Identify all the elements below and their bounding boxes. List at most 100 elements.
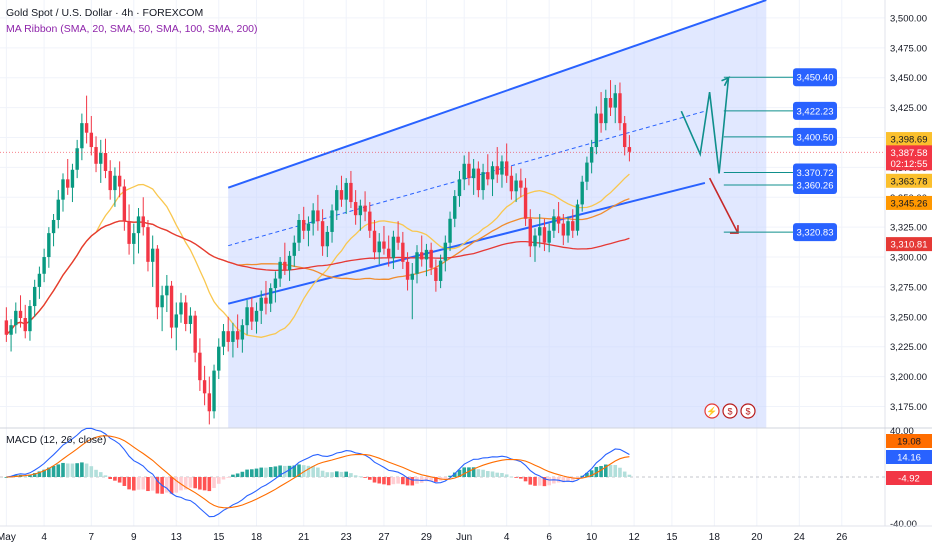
candle-body [122, 186, 127, 222]
candle-body [386, 248, 391, 259]
macd-histogram-bar [396, 477, 400, 484]
candle-body [547, 230, 551, 243]
candle-body [528, 218, 532, 247]
candle-body [476, 168, 481, 191]
candle-body [486, 172, 490, 180]
price-badge-value: 3,345.26 [891, 198, 928, 209]
candle-body [415, 252, 419, 274]
macd-histogram-bar [117, 477, 122, 483]
macd-histogram-bar [471, 467, 476, 477]
macd-histogram-bar [75, 463, 79, 477]
target-value: 3,450.40 [797, 73, 834, 84]
price-badge-bg [886, 173, 932, 188]
us-flag-icon-glyph: $ [727, 407, 732, 417]
macd-histogram-bar [84, 463, 89, 477]
candle-body [23, 318, 27, 332]
macd-legend: MACD (12, 26, close) [6, 434, 107, 446]
price-badge-value: 3,398.69 [891, 135, 928, 146]
macd-histogram-bar [103, 475, 108, 477]
macd-histogram-bar [457, 469, 462, 477]
macd-histogram-bar [165, 477, 169, 493]
candle-body [353, 202, 358, 216]
candle-body [221, 331, 226, 347]
bearish-arrowhead [729, 225, 739, 234]
macd-histogram-bar [127, 477, 131, 490]
price-tick-label: 3,300.00 [890, 253, 927, 264]
candle-body [495, 166, 499, 175]
macd-histogram-bar [169, 477, 174, 494]
price-tick-label: 3,500.00 [890, 13, 927, 24]
macd-badge-value: -4.92 [898, 474, 920, 485]
macd-histogram-bar [56, 464, 61, 477]
price-target-label: 3,400.50 [723, 127, 837, 146]
price-tick-label: 3,250.00 [890, 312, 927, 323]
us-flag-icon-ring [740, 403, 756, 419]
macd-histogram-bar [273, 466, 278, 477]
macd-histogram-bar [377, 477, 382, 484]
price-tick-label: 3,325.00 [890, 223, 927, 234]
lightning-icon: ⚡ [704, 403, 720, 419]
candle-body [32, 286, 37, 307]
candle-body [344, 182, 348, 200]
candle-body [165, 285, 169, 296]
price-badge-value: 3,363.78 [891, 176, 928, 187]
macd-histogram-bar [61, 462, 65, 477]
candle-body [240, 325, 245, 340]
macd-histogram-bar [533, 477, 537, 486]
candle-body [184, 302, 188, 324]
candle-body [42, 257, 46, 274]
macd-histogram-bar [212, 477, 216, 489]
macd-histogram-bar [570, 477, 575, 481]
candle-body [250, 307, 254, 322]
macd-histogram-bar [141, 477, 146, 490]
projection-path [680, 77, 730, 174]
macd-badge-value: 19.08 [897, 437, 921, 448]
macd-histogram-bar [37, 471, 42, 477]
target-value: 3,400.50 [797, 132, 834, 143]
candle-body [169, 285, 174, 328]
candle-body [47, 233, 51, 258]
macd-histogram-bar [528, 477, 533, 485]
candle-body [61, 179, 65, 200]
candle-body [212, 370, 216, 412]
candle-body [509, 175, 514, 192]
macd-histogram-bar [174, 477, 179, 493]
candle-body [462, 163, 466, 180]
macd-histogram-bar [80, 462, 84, 477]
macd-histogram-bar [207, 477, 212, 492]
macd-histogram-bar [434, 477, 438, 482]
candle-body [377, 241, 381, 253]
candle-body [424, 249, 429, 260]
macd-histogram-bar [486, 471, 490, 477]
us-flag-icon: $ [740, 403, 756, 419]
candle-body [542, 227, 547, 243]
candle-body [188, 315, 193, 324]
macd-histogram-bar [221, 477, 226, 480]
macd-histogram-bar [23, 475, 28, 477]
target-box [793, 127, 837, 146]
price-badge-bg [886, 132, 932, 147]
candle-body [226, 331, 230, 342]
chart-title: Gold Spot / U.S. Dollar · 4h · FOREXCOM [6, 7, 204, 19]
candle-body [84, 123, 89, 133]
macd-histogram-bar [240, 471, 245, 477]
macd-histogram-bar [330, 472, 334, 477]
macd-badge-value: 14.16 [897, 453, 921, 464]
candle-body [268, 288, 273, 304]
macd-histogram-bar [504, 474, 509, 477]
macd-line [6, 427, 630, 518]
macd-histogram-bar [481, 469, 485, 477]
channel-lower-line [227, 181, 706, 305]
macd-histogram-bar [410, 477, 415, 486]
candle-body [51, 219, 56, 234]
candle-body [471, 168, 476, 179]
candle-body [273, 278, 278, 289]
candle-body [594, 113, 599, 148]
candle-body [410, 273, 414, 280]
price-badge: 3,345.26 [886, 195, 932, 210]
candle-body [198, 352, 202, 381]
candle-body [325, 231, 330, 247]
macd-histogram-bar [585, 472, 589, 477]
